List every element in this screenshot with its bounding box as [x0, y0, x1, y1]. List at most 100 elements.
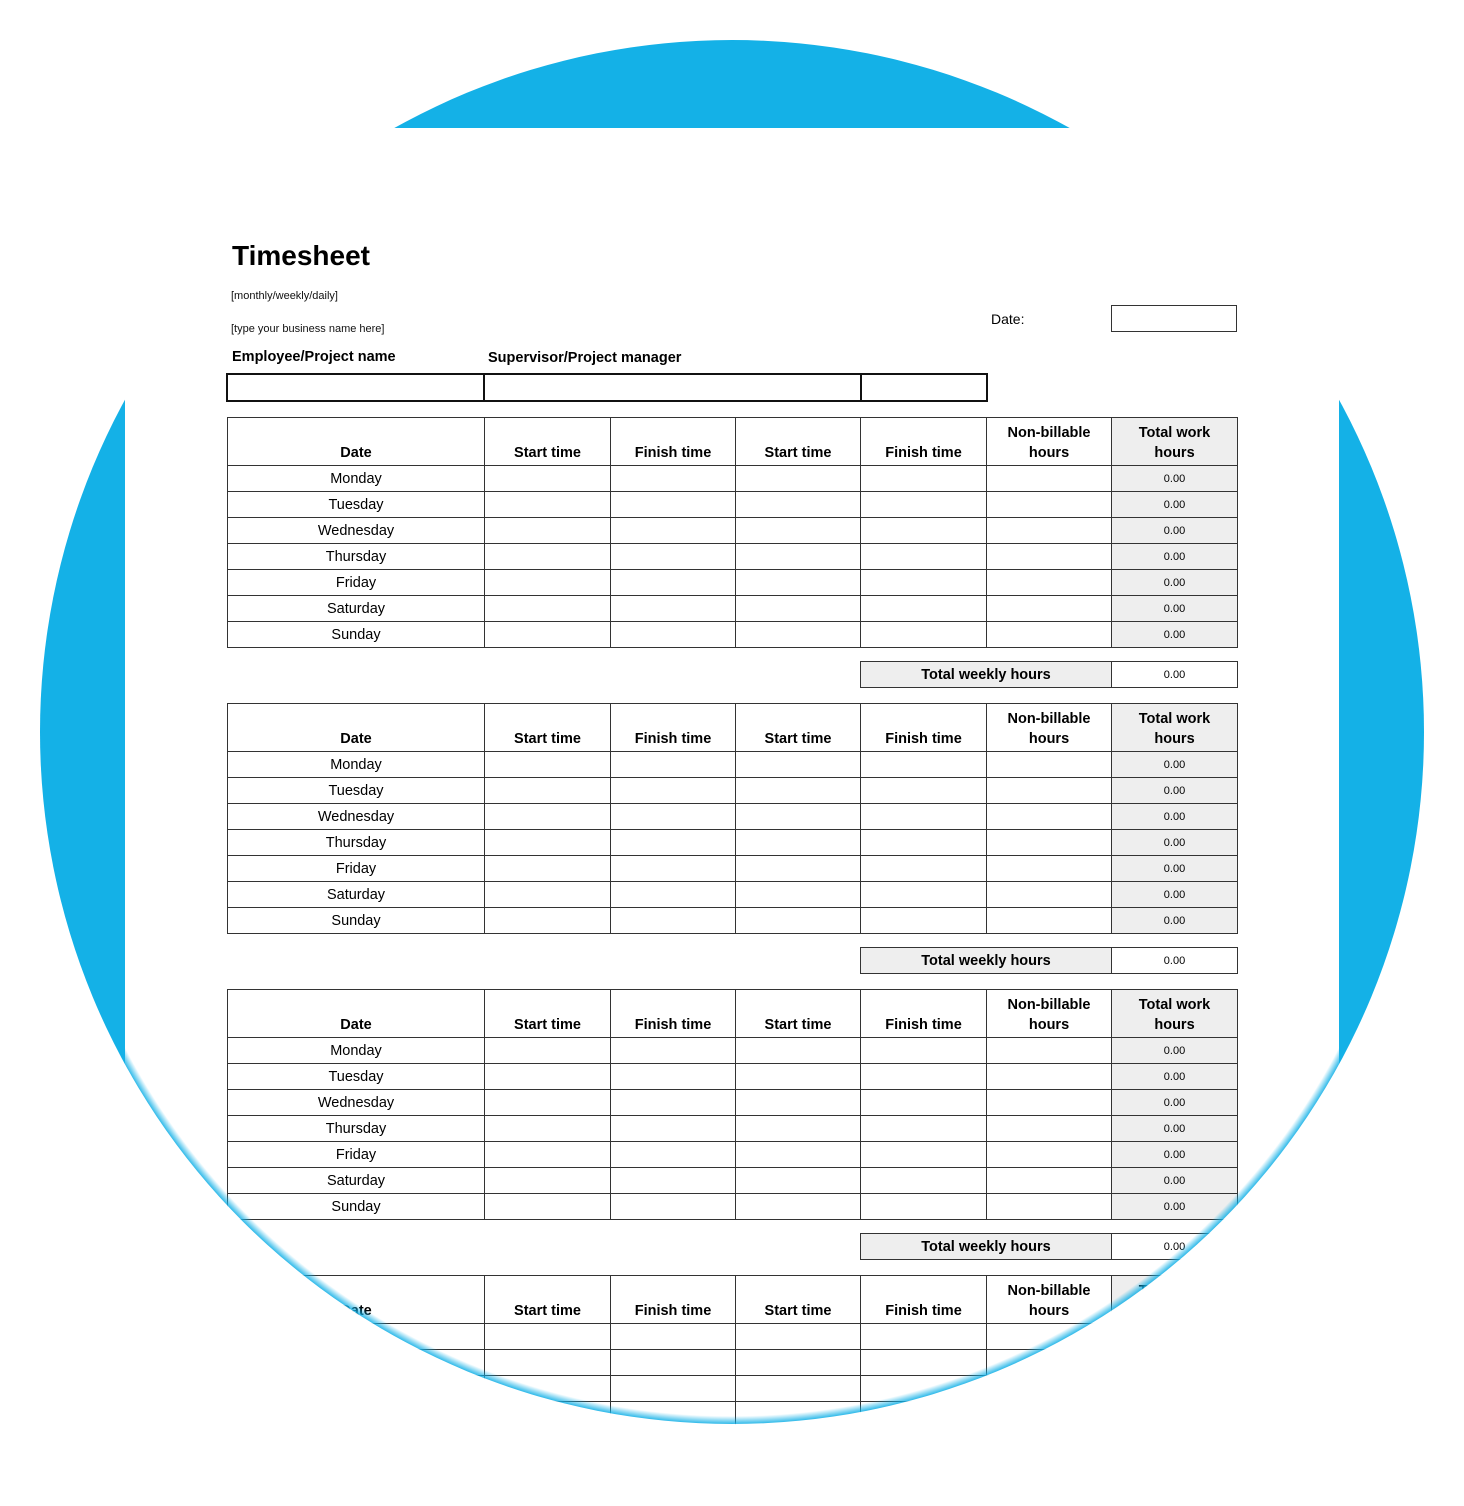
time-cell[interactable] [610, 1453, 736, 1480]
time-cell[interactable] [986, 1115, 1112, 1142]
time-cell[interactable] [735, 1115, 861, 1142]
time-cell[interactable] [986, 1089, 1112, 1116]
time-cell[interactable] [735, 1037, 861, 1064]
time-cell[interactable] [610, 803, 736, 830]
time-cell[interactable] [610, 1167, 736, 1194]
time-cell[interactable] [735, 777, 861, 804]
time-cell[interactable] [860, 465, 987, 492]
time-cell[interactable] [484, 855, 611, 882]
time-cell[interactable] [610, 465, 736, 492]
time-cell[interactable] [610, 1193, 736, 1220]
time-cell[interactable] [484, 777, 611, 804]
time-cell[interactable] [986, 855, 1112, 882]
time-cell[interactable] [735, 1427, 861, 1454]
time-cell[interactable] [860, 595, 987, 622]
time-cell[interactable] [484, 1349, 611, 1376]
time-cell[interactable] [860, 1063, 987, 1090]
time-cell[interactable] [610, 829, 736, 856]
time-cell[interactable] [986, 907, 1112, 934]
time-cell[interactable] [735, 881, 861, 908]
time-cell[interactable] [484, 465, 611, 492]
time-cell[interactable] [860, 621, 987, 648]
time-cell[interactable] [860, 1193, 987, 1220]
time-cell[interactable] [735, 751, 861, 778]
time-cell[interactable] [735, 491, 861, 518]
time-cell[interactable] [484, 1453, 611, 1480]
time-cell[interactable] [860, 517, 987, 544]
time-cell[interactable] [986, 803, 1112, 830]
time-cell[interactable] [986, 595, 1112, 622]
time-cell[interactable] [986, 1193, 1112, 1220]
time-cell[interactable] [484, 517, 611, 544]
time-cell[interactable] [484, 1375, 611, 1402]
time-cell[interactable] [860, 777, 987, 804]
time-cell[interactable] [484, 1037, 611, 1064]
time-cell[interactable] [986, 1453, 1112, 1480]
time-cell[interactable] [986, 751, 1112, 778]
time-cell[interactable] [986, 1037, 1112, 1064]
time-cell[interactable] [735, 569, 861, 596]
time-cell[interactable] [986, 517, 1112, 544]
time-cell[interactable] [484, 1323, 611, 1350]
time-cell[interactable] [735, 803, 861, 830]
time-cell[interactable] [735, 1193, 861, 1220]
time-cell[interactable] [986, 1063, 1112, 1090]
time-cell[interactable] [484, 1427, 611, 1454]
time-cell[interactable] [735, 1323, 861, 1350]
time-cell[interactable] [610, 1089, 736, 1116]
time-cell[interactable] [860, 1479, 987, 1506]
time-cell[interactable] [986, 1141, 1112, 1168]
time-cell[interactable] [986, 1167, 1112, 1194]
time-cell[interactable] [986, 881, 1112, 908]
time-cell[interactable] [484, 907, 611, 934]
time-cell[interactable] [484, 491, 611, 518]
time-cell[interactable] [610, 1037, 736, 1064]
time-cell[interactable] [860, 1037, 987, 1064]
time-cell[interactable] [735, 829, 861, 856]
supervisor-input[interactable] [485, 375, 862, 400]
time-cell[interactable] [610, 1427, 736, 1454]
time-cell[interactable] [860, 1115, 987, 1142]
time-cell[interactable] [860, 803, 987, 830]
time-cell[interactable] [735, 517, 861, 544]
time-cell[interactable] [860, 569, 987, 596]
time-cell[interactable] [986, 491, 1112, 518]
time-cell[interactable] [610, 1323, 736, 1350]
time-cell[interactable] [484, 751, 611, 778]
time-cell[interactable] [735, 855, 861, 882]
time-cell[interactable] [860, 907, 987, 934]
time-cell[interactable] [860, 829, 987, 856]
time-cell[interactable] [986, 1323, 1112, 1350]
time-cell[interactable] [986, 777, 1112, 804]
time-cell[interactable] [610, 491, 736, 518]
time-cell[interactable] [484, 881, 611, 908]
time-cell[interactable] [484, 1193, 611, 1220]
time-cell[interactable] [986, 1427, 1112, 1454]
time-cell[interactable] [860, 491, 987, 518]
time-cell[interactable] [484, 829, 611, 856]
time-cell[interactable] [860, 1401, 987, 1428]
time-cell[interactable] [986, 1375, 1112, 1402]
time-cell[interactable] [610, 1063, 736, 1090]
time-cell[interactable] [860, 1349, 987, 1376]
time-cell[interactable] [484, 1141, 611, 1168]
time-cell[interactable] [610, 1115, 736, 1142]
employee-input[interactable] [228, 375, 485, 400]
time-cell[interactable] [735, 1063, 861, 1090]
period-field[interactable]: [monthly/weekly/daily] [231, 290, 338, 302]
time-cell[interactable] [860, 543, 987, 570]
time-cell[interactable] [610, 1349, 736, 1376]
time-cell[interactable] [610, 881, 736, 908]
time-cell[interactable] [735, 621, 861, 648]
time-cell[interactable] [484, 1089, 611, 1116]
time-cell[interactable] [484, 595, 611, 622]
time-cell[interactable] [610, 1479, 736, 1506]
time-cell[interactable] [610, 751, 736, 778]
time-cell[interactable] [986, 543, 1112, 570]
time-cell[interactable] [484, 569, 611, 596]
time-cell[interactable] [860, 1141, 987, 1168]
time-cell[interactable] [735, 1167, 861, 1194]
time-cell[interactable] [986, 829, 1112, 856]
time-cell[interactable] [860, 1167, 987, 1194]
time-cell[interactable] [860, 881, 987, 908]
